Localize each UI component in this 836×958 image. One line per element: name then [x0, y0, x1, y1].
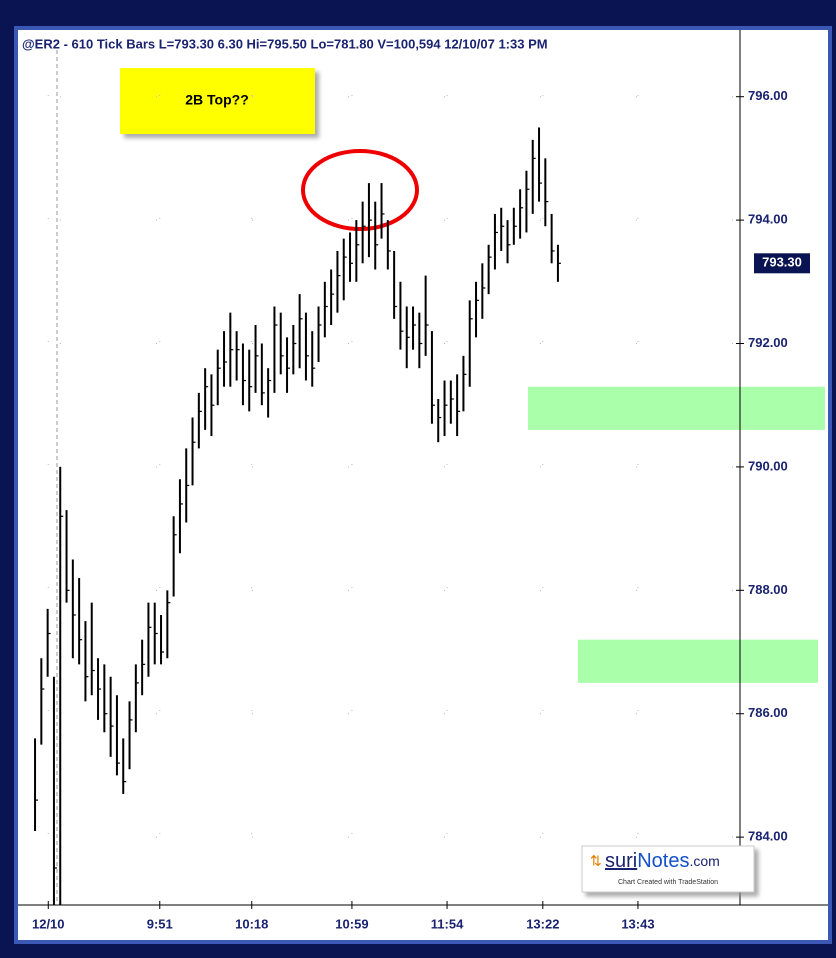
- logo-box: [581, 845, 755, 893]
- y-tick-label: 794.00: [748, 212, 788, 227]
- logo-a: suri: [605, 850, 637, 872]
- y-tick-label: 788.00: [748, 582, 788, 597]
- x-tick-label: 11:54: [431, 916, 464, 931]
- y-tick-label: 784.00: [748, 829, 788, 844]
- logo-arrows: ⇅: [590, 853, 602, 869]
- y-tick-label: 796.00: [748, 88, 788, 103]
- annotation-box: [120, 68, 315, 134]
- last-price-box: [754, 253, 810, 274]
- annotation-text: 2B Top??: [185, 92, 249, 108]
- logo: ⇅ suriNotes.com Chart Created with Trade…: [581, 845, 755, 893]
- x-tick-label: 13:22: [526, 916, 559, 931]
- zone: [578, 639, 818, 683]
- x-tick-label: 9:51: [147, 916, 173, 931]
- logo-brand: suriNotes.com: [605, 850, 720, 872]
- x-tick-label: 13:43: [621, 916, 654, 931]
- x-tick-label: 10:18: [235, 916, 268, 931]
- y-tick-label: 790.00: [748, 458, 788, 473]
- panel: [18, 30, 828, 940]
- x-tick-label: 10:59: [335, 916, 368, 931]
- chart-title: @ER2 - 610 Tick Bars L=793.30 6.30 Hi=79…: [22, 36, 548, 51]
- logo-c: .com: [689, 853, 719, 869]
- highlight-ellipse: [301, 149, 419, 231]
- y-tick-label: 792.00: [748, 335, 788, 350]
- logo-credit: Chart Created with TradeStation: [618, 879, 718, 886]
- last-price-label: 793.30: [762, 255, 802, 270]
- zone: [528, 386, 825, 430]
- y-tick-label: 786.00: [748, 705, 788, 720]
- x-tick-label: 12/10: [32, 916, 65, 931]
- logo-b: Notes: [637, 850, 689, 872]
